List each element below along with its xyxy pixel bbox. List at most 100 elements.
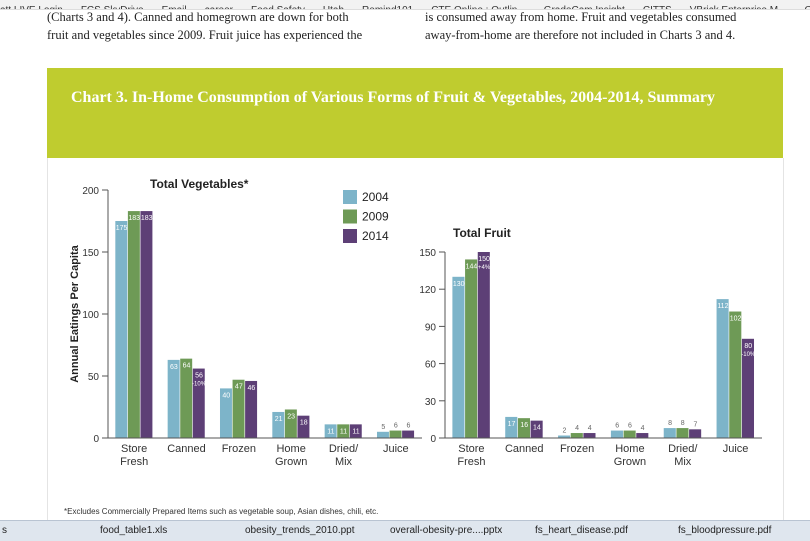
bar [180, 358, 193, 438]
legend-label: 2014 [362, 229, 389, 243]
taskbar-item: fs_bloodpressure.pdf [678, 525, 772, 536]
bar [689, 429, 702, 438]
bookmark: GradeCam Insight [544, 6, 625, 10]
value-label: 80 [744, 343, 752, 350]
bar [477, 252, 490, 438]
value-label: 6 [628, 423, 632, 430]
value-label: 14 [533, 425, 541, 432]
chart-title: Total Vegetables* [150, 177, 249, 191]
legend-swatch [343, 209, 357, 224]
taskbar-item: obesity_trends_2010.ppt [245, 525, 355, 536]
bar [376, 431, 389, 438]
x-tick-label: Dried/ Mix [668, 443, 698, 468]
value-note: -10% [192, 382, 207, 388]
text-line: (Charts 3 and 4). Canned and homegrown a… [47, 10, 349, 24]
bookmark: FCS SkyDrive [81, 6, 144, 10]
bar [337, 424, 350, 438]
taskbar-item: overall-obesity-pre....pptx [390, 525, 503, 536]
bar [570, 433, 583, 438]
bar [324, 424, 337, 438]
bar [517, 418, 530, 438]
bookmark: Food Safety [251, 6, 305, 10]
bar [716, 299, 729, 438]
bookmark: Remind101 [362, 6, 413, 10]
bar [219, 388, 232, 438]
y-axis-label: Annual Eatings Per Capita [69, 244, 81, 382]
x-tick-label: Store Fresh [120, 443, 149, 468]
bar [402, 430, 415, 438]
y-tick-label: 50 [88, 372, 100, 383]
x-tick-label: Frozen [559, 443, 595, 455]
y-tick-label: 0 [430, 434, 436, 445]
x-tick-label: Dried/ Mix [328, 443, 359, 468]
bar [389, 430, 402, 438]
chart-header-title: Chart 3. In-Home Consumption of Various … [71, 89, 715, 106]
bar [452, 276, 465, 438]
value-label: 144 [466, 263, 478, 270]
value-label: 46 [247, 385, 255, 392]
taskbar-item: s [2, 525, 7, 536]
value-label: 183 [128, 215, 140, 222]
bar [676, 428, 689, 438]
bar [505, 416, 518, 438]
bar [349, 424, 362, 438]
value-label: 21 [275, 416, 283, 423]
chart-header: Chart 3. In-Home Consumption of Various … [47, 68, 783, 158]
taskbar: s food_table1.xls obesity_trends_2010.ppt o… [0, 520, 810, 541]
bar [115, 221, 128, 438]
bar [140, 211, 153, 438]
value-label: 4 [641, 425, 645, 432]
paragraph-right: is consumed away from home. Fruit and ve… [425, 8, 736, 44]
legend-label: 2004 [362, 190, 389, 204]
value-label: 11 [327, 428, 334, 435]
value-label: 5 [381, 424, 385, 431]
legend-swatch [343, 229, 357, 243]
value-label: 4 [588, 425, 592, 432]
bar [192, 368, 205, 438]
bar [663, 428, 676, 438]
value-label: 183 [141, 215, 153, 222]
text-line: is consumed away from home. Fruit and ve… [425, 10, 737, 24]
value-label: 112 [717, 303, 728, 310]
value-label: 150 [478, 256, 490, 263]
bar [610, 430, 623, 438]
value-label: 40 [222, 392, 230, 399]
bar [729, 311, 742, 438]
value-label: 6 [394, 423, 398, 430]
value-label: 64 [183, 363, 191, 370]
bar [232, 379, 245, 438]
x-tick-label: Canned [504, 443, 544, 455]
bar [558, 435, 571, 438]
value-label: 11 [340, 428, 347, 435]
value-label: 4 [575, 425, 579, 432]
footnote: *Excludes Commercially Prepared Items su… [64, 507, 379, 516]
value-label: 6 [615, 423, 619, 430]
bookmark: GES [804, 6, 810, 10]
bookmark: VBrick Enterprise M... [690, 6, 787, 10]
y-tick-label: 30 [425, 397, 437, 408]
bookmark: Utah [323, 6, 344, 10]
taskbar-item: fs_heart_disease.pdf [535, 525, 628, 536]
bar [167, 359, 180, 438]
bar [583, 433, 596, 438]
bar [127, 211, 140, 438]
bookmark: Email [162, 6, 187, 10]
text-line: fruit and vegetables since 2009. Fruit j… [47, 28, 363, 42]
x-tick-label: Frozen [221, 443, 256, 455]
x-tick-label: Home Grown [613, 443, 647, 468]
x-tick-label: Home Grown [274, 443, 308, 468]
y-tick-label: 90 [425, 322, 437, 333]
x-tick-label: Canned [167, 443, 206, 455]
text-line: away-from-home are therefore not include… [425, 28, 736, 42]
legend-swatch [343, 190, 357, 204]
legend-label: 2009 [362, 210, 389, 224]
bookmark-bar: att LIVE Login FCS SkyDrive Email career Foo… [0, 0, 810, 10]
chart-panel [47, 158, 784, 521]
value-label: 7 [693, 421, 697, 428]
y-tick-label: 100 [82, 310, 99, 321]
bar [623, 430, 636, 438]
value-label: 56 [195, 373, 203, 380]
value-label: 16 [520, 422, 528, 429]
